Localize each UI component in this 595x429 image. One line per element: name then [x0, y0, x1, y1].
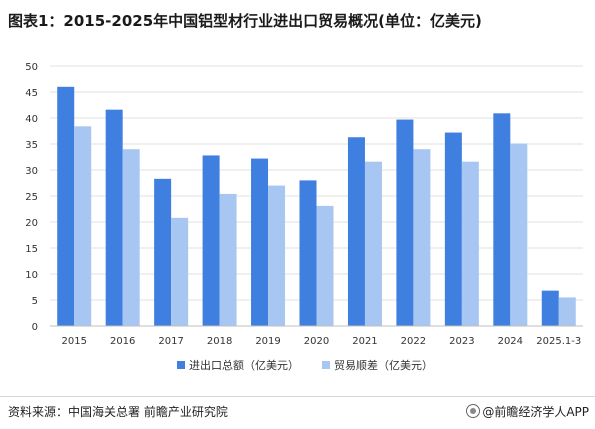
chart-title: 图表1：2015-2025年中国铝型材行业进出口贸易概况(单位：亿美元) — [8, 12, 482, 30]
y-tick-label: 45 — [25, 88, 38, 99]
x-tick-label: 2023 — [449, 336, 474, 347]
x-tick-label: 2019 — [255, 336, 280, 347]
bar-balance — [510, 143, 528, 326]
brand-label: @前瞻经济学人APP — [482, 405, 589, 419]
bar-balance — [219, 193, 237, 326]
bar-balance — [268, 185, 286, 326]
y-tick-label: 30 — [25, 166, 38, 177]
bar-balance — [461, 161, 479, 326]
bar-balance — [74, 126, 92, 326]
bar-balance — [364, 161, 382, 326]
bar-balance — [171, 217, 189, 326]
bar-balance — [122, 149, 140, 326]
legend: 进出口总额（亿美元） 贸易顺差（亿美元） — [177, 358, 433, 372]
y-tick-label: 40 — [25, 114, 38, 125]
footer: 资料来源：中国海关总署 前瞻产业研究院 @前瞻经济学人APP — [0, 396, 595, 429]
x-axis-ticks: 2015 2016 2017 2018 2019 2020 2021 2022 2023 2024… — [62, 336, 582, 347]
bar-total — [493, 113, 511, 326]
brand-credit: @前瞻经济学人APP — [466, 403, 589, 420]
bar-total — [541, 290, 559, 326]
source-note: 资料来源：中国海关总署 前瞻产业研究院 — [8, 405, 228, 419]
bar-balance — [558, 297, 576, 326]
y-tick-label: 15 — [25, 244, 38, 255]
y-tick-label: 0 — [32, 322, 38, 333]
bar-total — [251, 158, 269, 326]
legend-label: 贸易顺差（亿美元） — [334, 358, 433, 372]
bar-total — [202, 155, 220, 326]
bar-total — [299, 180, 317, 326]
x-tick-label: 2022 — [401, 336, 426, 347]
bar-total — [444, 132, 462, 326]
y-tick-label: 5 — [32, 296, 38, 307]
x-tick-label: 2018 — [207, 336, 232, 347]
bars — [57, 86, 576, 327]
bar-total — [396, 119, 414, 326]
legend-swatch — [177, 361, 185, 369]
y-tick-label: 25 — [25, 192, 38, 203]
x-tick-label: 2016 — [110, 336, 135, 347]
x-tick-label: 2017 — [158, 336, 183, 347]
y-tick-label: 20 — [25, 218, 38, 229]
bar-balance — [413, 149, 431, 326]
bar-balance — [316, 205, 334, 326]
bar-total — [57, 86, 75, 326]
bar-total — [347, 137, 365, 326]
legend-label: 进出口总额（亿美元） — [189, 358, 299, 372]
bar-total — [154, 178, 172, 326]
y-tick-label: 35 — [25, 140, 38, 151]
y-tick-label: 50 — [25, 62, 38, 73]
bar-total — [105, 109, 123, 327]
legend-swatch — [322, 361, 330, 369]
x-tick-label: 2025.1-3 — [536, 336, 581, 347]
x-tick-label: 2021 — [352, 336, 377, 347]
y-tick-label: 10 — [25, 270, 38, 281]
x-tick-label: 2024 — [498, 336, 523, 347]
y-axis-ticks: 0 5 10 15 20 25 30 35 40 45 50 — [25, 62, 38, 333]
brand-logo-icon — [466, 404, 481, 418]
x-tick-label: 2015 — [62, 336, 87, 347]
x-tick-label: 2020 — [304, 336, 329, 347]
